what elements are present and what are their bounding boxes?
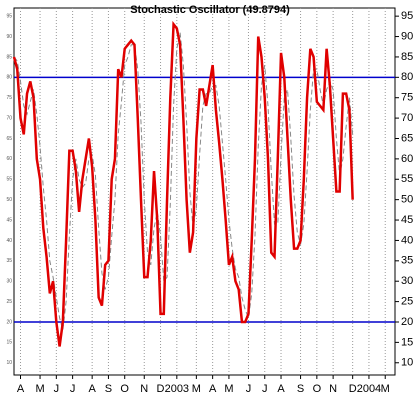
series-line bbox=[13, 32, 354, 331]
y-tick-label-left: 95 bbox=[6, 13, 12, 19]
y-tick-label-left: 85 bbox=[6, 54, 12, 60]
x-tick-label: A bbox=[277, 383, 285, 395]
x-tick-label: O bbox=[313, 383, 322, 395]
x-tick-label: D bbox=[349, 383, 357, 395]
y-tick-label: 90 bbox=[401, 30, 413, 42]
x-tick-label: J bbox=[70, 383, 76, 395]
x-tick-label: A bbox=[17, 383, 25, 395]
plot-area bbox=[13, 7, 396, 376]
y-tick-label-left: 70 bbox=[6, 115, 12, 121]
y-tick-label: 65 bbox=[401, 132, 413, 144]
x-tick-label: 2004 bbox=[357, 383, 381, 395]
x-tick-label: D bbox=[157, 383, 165, 395]
y-tick-label: 80 bbox=[401, 71, 413, 83]
y-tick-label: 60 bbox=[401, 153, 413, 165]
y-tick-label: 25 bbox=[401, 296, 413, 308]
y-tick-label: 15 bbox=[401, 336, 413, 348]
y-tick-label: 75 bbox=[401, 92, 413, 104]
chart-title: Stochastic Oscillator (49.8794) bbox=[130, 4, 290, 16]
x-tick-label: J bbox=[54, 383, 60, 395]
y-tick-label-left: 50 bbox=[6, 197, 12, 203]
y-tick-label-left: 75 bbox=[6, 95, 12, 101]
x-tick-label: N bbox=[329, 383, 337, 395]
y-tick-label: 40 bbox=[401, 234, 413, 246]
x-tick-label: 2003 bbox=[165, 383, 189, 395]
y-tick-label-left: 35 bbox=[6, 258, 12, 264]
y-tick-label-left: 40 bbox=[6, 238, 12, 244]
y-tick-label-left: 80 bbox=[6, 75, 12, 81]
x-tick-label: S bbox=[297, 383, 304, 395]
y-tick-label: 50 bbox=[401, 194, 413, 206]
y-tick-label: 85 bbox=[401, 51, 413, 63]
x-tick-label: O bbox=[120, 383, 129, 395]
y-tick-label: 55 bbox=[401, 173, 413, 185]
y-tick-label-left: 45 bbox=[6, 217, 12, 223]
y-tick-label-left: 55 bbox=[6, 177, 12, 183]
x-tick-label: M bbox=[192, 383, 201, 395]
x-tick-label: J bbox=[246, 383, 252, 395]
x-tick-label: A bbox=[209, 383, 217, 395]
y-tick-label-left: 65 bbox=[6, 136, 12, 142]
y-tick-label: 35 bbox=[401, 255, 413, 267]
y-tick-label-left: 90 bbox=[6, 34, 12, 40]
x-tick-label: N bbox=[140, 383, 148, 395]
y-tick-label-left: 10 bbox=[6, 360, 12, 366]
y-tick-label-left: 15 bbox=[6, 340, 12, 346]
y-tick-label-left: 30 bbox=[6, 279, 12, 285]
y-tick-label-left: 25 bbox=[6, 299, 12, 305]
x-tick-label: M bbox=[35, 383, 44, 395]
y-tick-label: 30 bbox=[401, 275, 413, 287]
y-tick-label: 70 bbox=[401, 112, 413, 124]
y-tick-label-left: 20 bbox=[6, 319, 12, 325]
x-tick-label: A bbox=[88, 383, 96, 395]
series-line bbox=[12, 20, 354, 347]
x-tick-label: S bbox=[105, 383, 112, 395]
y-tick-label: 45 bbox=[401, 214, 413, 226]
y-tick-label: 10 bbox=[401, 357, 413, 369]
y-tick-label-left: 60 bbox=[6, 156, 12, 162]
x-tick-label: M bbox=[224, 383, 233, 395]
y-tick-label: 95 bbox=[401, 10, 413, 22]
x-tick-label: J bbox=[262, 383, 268, 395]
x-tick-label: M bbox=[381, 383, 390, 395]
y-tick-label: 20 bbox=[401, 316, 413, 328]
